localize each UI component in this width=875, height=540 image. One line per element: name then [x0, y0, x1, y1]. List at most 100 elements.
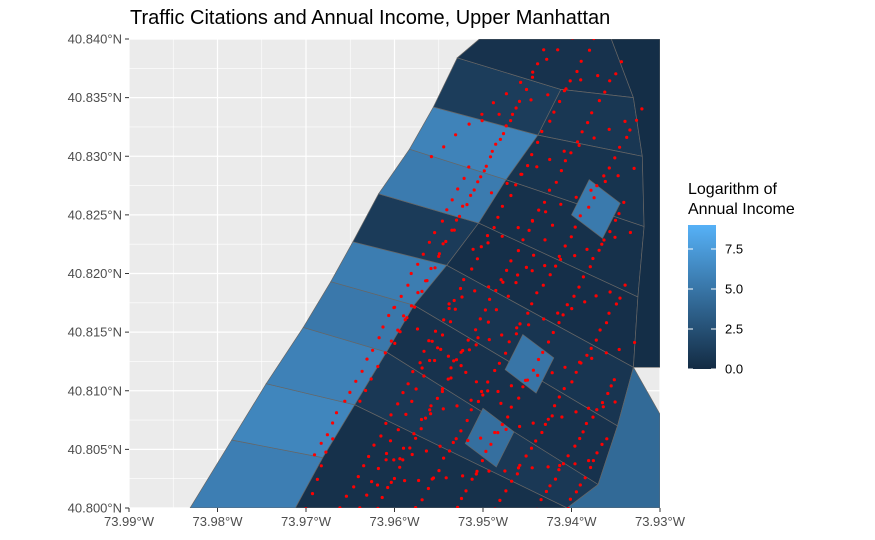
citation-point	[454, 133, 458, 137]
citation-point	[514, 332, 519, 336]
citation-point	[457, 214, 462, 218]
citation-point	[448, 320, 453, 324]
citation-point	[585, 353, 589, 357]
citation-point	[553, 404, 557, 408]
citation-point	[493, 430, 497, 435]
citation-point	[412, 432, 416, 436]
census-tract	[610, 39, 660, 368]
citation-point	[442, 318, 446, 322]
citation-point	[675, 297, 678, 300]
citation-point	[557, 468, 561, 472]
citation-point	[612, 378, 616, 382]
citation-point	[548, 273, 552, 277]
legend-colorbar	[688, 225, 716, 369]
citation-point	[500, 234, 504, 238]
citation-point	[474, 380, 478, 384]
citation-point	[590, 356, 594, 360]
citation-point	[466, 438, 470, 443]
citation-point	[563, 365, 567, 369]
citation-point	[604, 351, 608, 355]
citation-point	[444, 239, 448, 244]
citation-point	[479, 436, 483, 440]
citation-point	[573, 225, 577, 229]
citation-point	[573, 254, 577, 258]
y-tick-label: 40.830°N	[68, 149, 122, 164]
citation-point	[568, 497, 573, 501]
citation-point	[459, 496, 464, 501]
citation-point	[580, 130, 584, 134]
citation-point	[632, 166, 636, 170]
citation-point	[494, 308, 498, 312]
citation-point	[401, 391, 405, 395]
citation-point	[561, 462, 566, 466]
citation-point	[589, 465, 593, 470]
citation-point	[442, 145, 446, 149]
citation-point	[589, 346, 593, 350]
citation-point	[496, 389, 500, 394]
citation-point	[561, 313, 565, 317]
citation-point	[388, 439, 393, 443]
citation-point	[600, 401, 605, 405]
citation-point	[416, 291, 420, 295]
y-tick-label: 40.805°N	[68, 442, 122, 457]
x-tick-label: 73.99°W	[104, 514, 155, 529]
citation-point	[409, 304, 414, 308]
citation-point	[548, 119, 552, 123]
citation-point	[514, 281, 518, 285]
citation-point	[581, 430, 585, 434]
citation-point	[618, 296, 622, 300]
citation-point	[487, 285, 491, 289]
citation-point	[519, 172, 523, 176]
citation-point	[509, 119, 513, 123]
citation-point	[545, 57, 549, 61]
citation-point	[371, 348, 375, 352]
citation-point	[603, 90, 607, 94]
citation-point	[633, 340, 637, 345]
citation-point	[384, 421, 388, 425]
citation-point	[428, 358, 432, 363]
citation-point	[618, 145, 622, 149]
citation-point	[640, 107, 644, 111]
citation-point	[617, 212, 621, 216]
citation-point	[551, 330, 555, 335]
citation-point	[437, 254, 441, 258]
citation-point	[440, 333, 445, 337]
citation-point	[464, 489, 468, 493]
citation-point	[534, 439, 538, 443]
citation-point	[526, 311, 530, 315]
citation-point	[464, 370, 468, 374]
citation-point	[414, 436, 418, 440]
legend-tick-label: 0.0	[725, 362, 743, 377]
citation-point	[406, 283, 410, 287]
citation-point	[470, 477, 474, 481]
citation-point	[469, 408, 473, 412]
citation-point	[516, 466, 521, 470]
citation-point	[398, 330, 402, 334]
citation-point	[490, 149, 494, 153]
citation-point	[574, 490, 579, 494]
citation-point	[590, 111, 594, 115]
citation-point	[501, 132, 506, 136]
citation-point	[476, 180, 480, 184]
citation-point	[404, 412, 408, 416]
citation-point	[456, 187, 460, 191]
citation-point	[469, 398, 473, 402]
citation-point	[369, 377, 373, 381]
citation-point	[370, 480, 374, 484]
citation-point	[587, 205, 591, 209]
citation-point	[589, 188, 593, 192]
citation-point	[435, 396, 439, 400]
citation-point	[595, 451, 599, 455]
citation-point	[585, 247, 589, 251]
citation-point	[614, 302, 619, 306]
citation-point	[537, 208, 541, 212]
citation-point	[574, 195, 578, 199]
citation-point	[471, 247, 475, 251]
citation-point	[536, 507, 538, 508]
citation-point	[600, 242, 604, 246]
citation-point	[510, 112, 515, 116]
citation-point	[622, 200, 626, 204]
citation-point	[489, 442, 493, 446]
citation-point	[492, 226, 496, 230]
citation-point	[540, 430, 544, 435]
